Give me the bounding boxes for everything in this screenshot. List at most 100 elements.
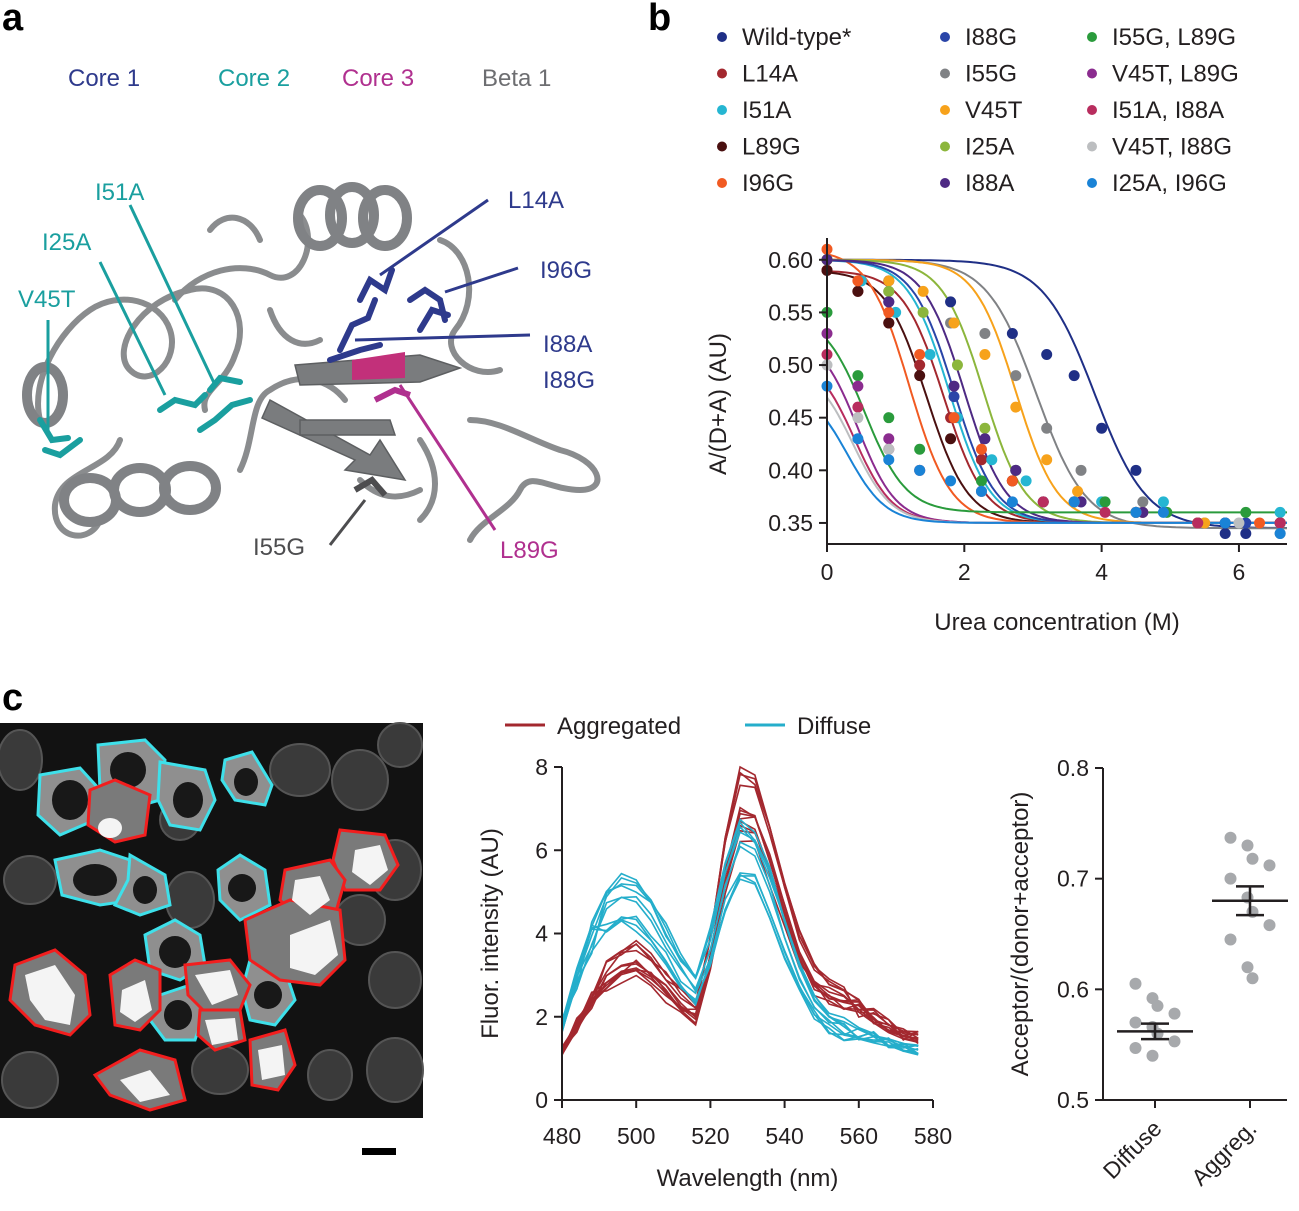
data-point-v45t [1010,401,1022,413]
ratio-point-aggreg [1241,839,1254,852]
mutation-label-i88a: I88A [543,331,592,358]
fit-curve-i51a [826,259,1287,524]
legend-item-l89g: L89G [717,134,801,161]
spectrum-trace-diffuse [561,820,919,1055]
x-tick-label: 2 [958,559,971,585]
panel-letter-b: b [648,0,671,39]
y-tick-label: 0.35 [768,510,813,536]
legend-label: I51A, I88A [1112,97,1224,124]
data-point-i51a [924,349,936,361]
data-point-i25a-i96g [1219,517,1231,529]
data-point-i51a-i88a [1037,496,1049,508]
ratio-point-aggreg [1246,972,1259,985]
data-point-i25a-i96g [852,433,864,445]
legend-marker [717,68,727,79]
data-point-l89g [883,317,895,329]
legend-label: V45T, I88G [1112,134,1232,161]
ratio-point-aggreg [1241,961,1254,974]
mutation-label-i51a: I51A [95,179,144,206]
data-point-i25a [979,422,991,434]
category-label-diffuse: Diffuse [1098,1115,1167,1184]
x-tick-label: 540 [765,1123,803,1149]
urea-denaturation-chart: Wild-type* L14A I51A L89G I96G I88G I55G V45T I2… [705,24,1287,636]
data-point-v45t-i88g [1233,517,1245,529]
data-point-i25a-i96g [1130,506,1142,518]
data-point-i25a-i96g [975,485,987,497]
legend-label: V45T [965,97,1023,124]
protein-structure-panel: Core 1 Core 2 Core 3 Beta 1 [18,65,601,564]
data-point-i25a [917,306,929,318]
legend-item-wild-type: Wild-type* [717,24,851,51]
spectra-y-axis-label: Fluor. intensity (AU) [477,828,504,1039]
fit-curve-wild-type [827,258,1287,529]
legend-label: I25A [965,134,1014,161]
legend-marker [1087,178,1097,188]
x-tick-label: 0 [821,559,834,585]
legend-label: I88G [965,24,1017,51]
legend-label: V45T, L89G [1112,61,1239,88]
data-point-wild-type [1096,422,1108,434]
aggregate-bright-spots [25,818,388,1102]
x-tick-label: 6 [1233,559,1246,585]
y-tick-label: 4 [535,921,548,947]
legend-item-v45t-i88g: V45T, I88G [1087,134,1232,161]
legend-label: I55G [965,61,1017,88]
y-tick-label: 0.5 [1057,1087,1089,1113]
data-point-l89g [852,285,864,297]
ratio-points [1129,831,1276,1062]
y-tick-label: 8 [535,754,548,780]
urea-y-axis-label: A/(D+A) (AU) [705,333,732,475]
legend-item-i96g: I96G [717,170,794,197]
helix-left [22,362,221,527]
ratio-point-diffuse [1151,1027,1164,1040]
urea-x-axis-label: Urea concentration (M) [934,609,1179,636]
data-point-i55g-l89g [852,370,864,382]
y-tick-label: 0.8 [1057,755,1089,781]
ratio-point-aggreg [1263,919,1276,932]
legend-label: L14A [742,61,798,88]
data-point-i51a-i88a [1274,517,1286,529]
data-point-l14a [914,359,926,371]
data-point-i25a-i96g [1157,506,1169,518]
data-point-v45t [883,275,895,287]
data-point-i25a [951,359,963,371]
legend-item-v45t: V45T [940,97,1023,124]
spectra-axes: 480 500 520 540 560 580 0 2 4 6 8 [535,754,952,1149]
data-point-v45t [917,285,929,297]
data-point-i55g-l89g [883,412,895,424]
data-point-wild-type [945,296,957,308]
data-point-i51a [1020,475,1032,487]
spectrum-trace-aggregated [561,784,919,1050]
data-point-v45t-l89g [852,380,864,392]
spectrum-trace-diffuse [561,818,919,1056]
ratio-point-diffuse [1168,1007,1181,1020]
x-tick-label: 480 [543,1123,581,1149]
cell-micrograph [0,722,424,1155]
y-tick-label: 0.50 [768,352,813,378]
fit-curve-v45t-l89g [826,364,1287,524]
data-point-l89g [945,433,957,445]
legend-item-i88g: I88G [940,24,1017,51]
data-point-i55g [979,327,991,339]
data-point-i55g [1137,496,1149,508]
legend-marker [1087,32,1097,42]
fit-curve-i25a-i96g [826,420,1287,524]
mutation-label-i88g: I88G [543,367,595,394]
data-point-v45t [1041,454,1053,466]
legend-marker [940,141,950,152]
ratio-point-diffuse [1129,1041,1142,1054]
data-point-i96g [1254,517,1266,529]
legend-marker [940,32,950,42]
data-point-i51a-i88a [1192,517,1204,529]
legend-marker [940,178,950,188]
ratio-point-aggreg [1246,852,1259,865]
legend-marker [717,32,727,42]
mutation-label-i96g: I96G [540,257,592,284]
data-point-i96g [1006,475,1018,487]
spectra-legend: Aggregated Diffuse [505,713,871,740]
emission-spectra-chart: Aggregated Diffuse 480 500 520 540 560 580 0 2 4 6… [477,713,952,1192]
region-legend-core-2: Core 2 [218,65,290,92]
data-point-v45t [1072,485,1084,497]
region-legend-beta-1: Beta 1 [482,65,551,92]
data-point-wild-type [1240,527,1252,539]
